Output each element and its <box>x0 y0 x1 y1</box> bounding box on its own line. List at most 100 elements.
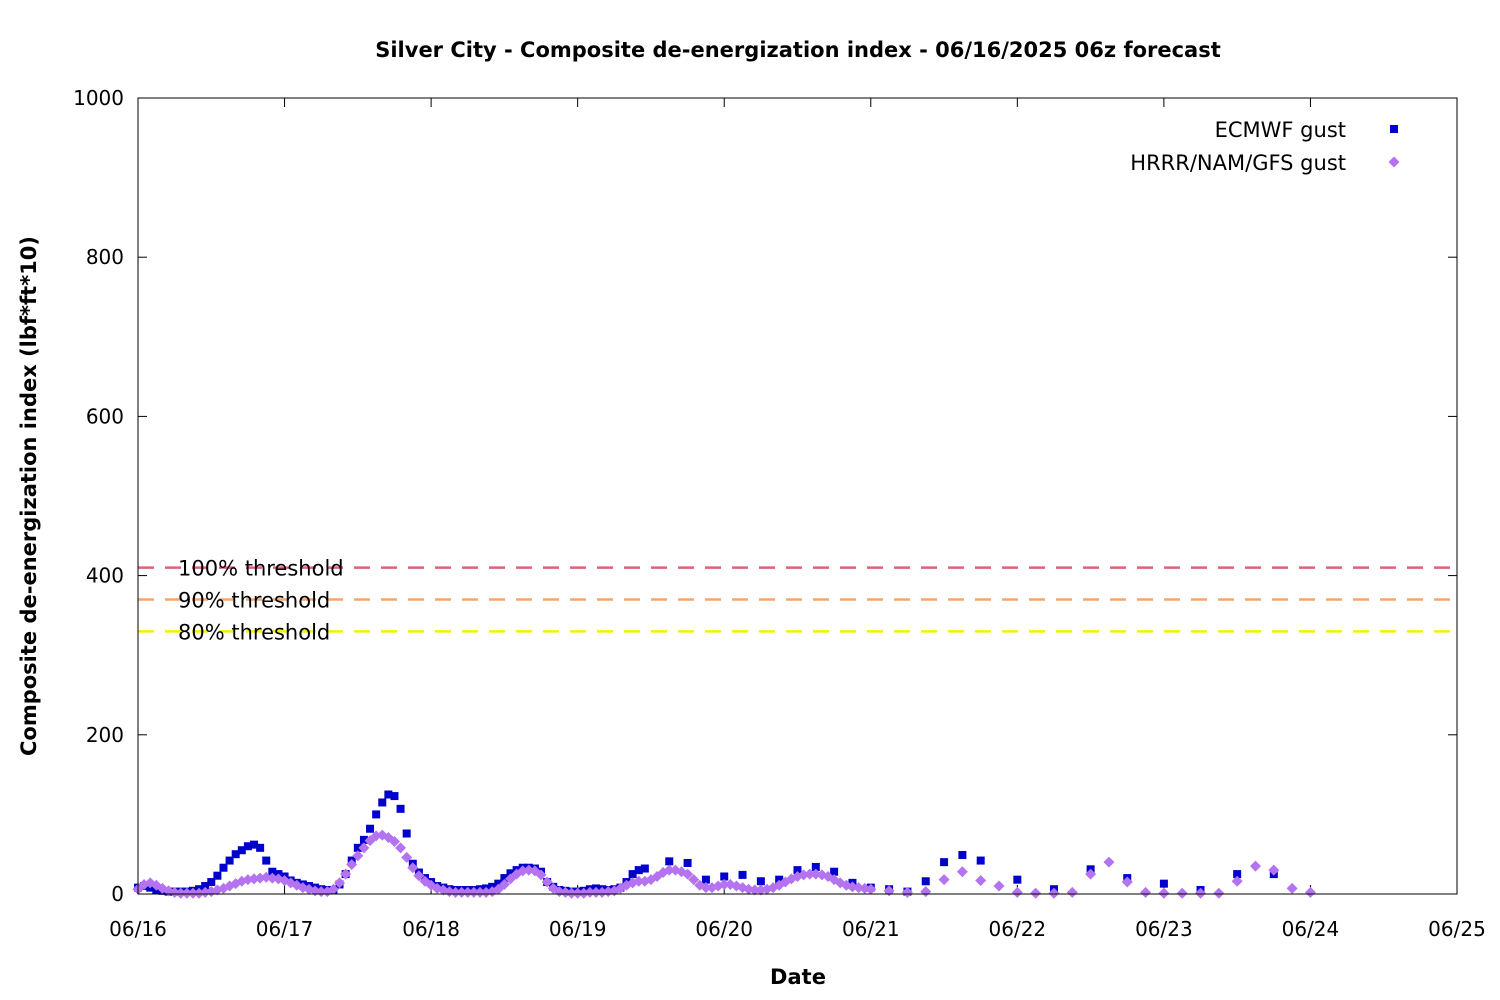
data-point <box>956 866 968 878</box>
data-point <box>201 882 210 891</box>
data-point <box>390 792 399 801</box>
data-point <box>793 866 802 875</box>
data-point <box>865 883 877 895</box>
y-tick-label: 200 <box>86 723 124 747</box>
data-point <box>401 851 413 863</box>
data-point <box>1011 886 1023 898</box>
data-point <box>749 884 761 896</box>
series-hrrr-nam-gfs <box>132 829 1316 899</box>
data-point <box>396 804 405 813</box>
x-tick-label: 06/18 <box>402 917 460 941</box>
data-point <box>187 887 199 899</box>
data-point <box>572 887 584 899</box>
data-point <box>640 864 649 873</box>
data-point <box>248 873 260 885</box>
threshold-lines: 100% threshold 90% threshold 80% threshold <box>138 557 1457 644</box>
legend-label: ECMWF gust <box>1215 118 1346 142</box>
data-point <box>407 862 419 874</box>
data-point <box>1304 886 1316 898</box>
x-tick-label: 06/22 <box>989 917 1047 941</box>
data-point <box>1048 887 1060 899</box>
data-point <box>378 798 387 807</box>
data-point <box>498 878 510 890</box>
x-axis-title: Date <box>770 965 826 989</box>
data-point <box>219 863 228 872</box>
data-point <box>268 867 277 876</box>
y-tick-label: 800 <box>86 245 124 269</box>
data-point <box>450 886 462 898</box>
data-point <box>207 878 216 887</box>
data-points <box>132 790 1316 899</box>
data-point <box>720 872 729 881</box>
data-point <box>1030 887 1042 899</box>
data-point <box>566 887 578 899</box>
x-tick-label: 06/19 <box>549 917 607 941</box>
data-point <box>1233 870 1242 879</box>
data-point <box>584 886 596 898</box>
data-point <box>175 887 187 899</box>
data-point <box>663 864 675 876</box>
legend-label: HRRR/NAM/GFS gust <box>1130 151 1346 175</box>
data-point <box>181 887 193 899</box>
data-point <box>976 856 985 865</box>
data-point <box>327 883 339 895</box>
x-tick-label: 06/24 <box>1282 917 1340 941</box>
data-point <box>262 856 271 865</box>
data-point <box>634 866 643 875</box>
data-point <box>811 862 820 871</box>
x-tick-label: 06/23 <box>1135 917 1193 941</box>
data-point <box>456 886 468 898</box>
data-point <box>1249 860 1261 872</box>
data-point <box>1013 875 1022 884</box>
data-point <box>683 858 692 867</box>
data-point <box>1286 882 1298 894</box>
data-point <box>775 875 784 884</box>
data-point <box>334 877 346 889</box>
legend-marker <box>1388 156 1400 168</box>
data-point <box>468 886 480 898</box>
x-tick-label: 06/17 <box>256 917 314 941</box>
data-point <box>500 874 509 883</box>
data-point <box>718 878 730 890</box>
threshold-label: 100% threshold <box>178 557 344 581</box>
data-point <box>506 869 515 878</box>
data-point <box>372 810 381 819</box>
data-point <box>535 869 547 881</box>
data-point <box>1085 868 1097 880</box>
legend: ECMWF gust HRRR/NAM/GFS gust <box>1130 118 1400 175</box>
data-point <box>993 880 1005 892</box>
data-point <box>1121 876 1133 888</box>
data-point <box>1176 887 1188 899</box>
data-point <box>474 886 486 898</box>
data-point <box>413 870 425 882</box>
data-point <box>958 850 967 859</box>
data-point <box>901 886 913 898</box>
data-point <box>628 870 637 879</box>
threshold-label: 90% threshold <box>178 588 330 612</box>
data-point <box>541 876 553 888</box>
x-tick-label: 06/20 <box>695 917 753 941</box>
data-point <box>250 840 259 849</box>
y-tick-label: 600 <box>86 404 124 428</box>
data-point <box>358 842 370 854</box>
data-point <box>353 843 362 852</box>
x-tick-label: 06/25 <box>1428 917 1486 941</box>
axis-ticks: 06/16 06/17 06/18 06/19 06/20 06/21 06/22 06/23… <box>73 86 1486 941</box>
data-point <box>1268 864 1280 876</box>
data-point <box>1231 875 1243 887</box>
data-point <box>213 871 222 880</box>
plot-area-frame <box>137 97 1458 895</box>
data-point <box>1159 879 1168 888</box>
data-point <box>633 875 645 887</box>
data-point <box>1213 887 1225 899</box>
data-point <box>395 842 407 854</box>
data-point <box>1140 886 1152 898</box>
data-point <box>237 846 246 855</box>
data-point <box>700 882 712 894</box>
data-point <box>1195 887 1207 899</box>
data-point <box>938 874 950 886</box>
threshold-label: 80% threshold <box>178 620 330 644</box>
data-point <box>243 842 252 851</box>
